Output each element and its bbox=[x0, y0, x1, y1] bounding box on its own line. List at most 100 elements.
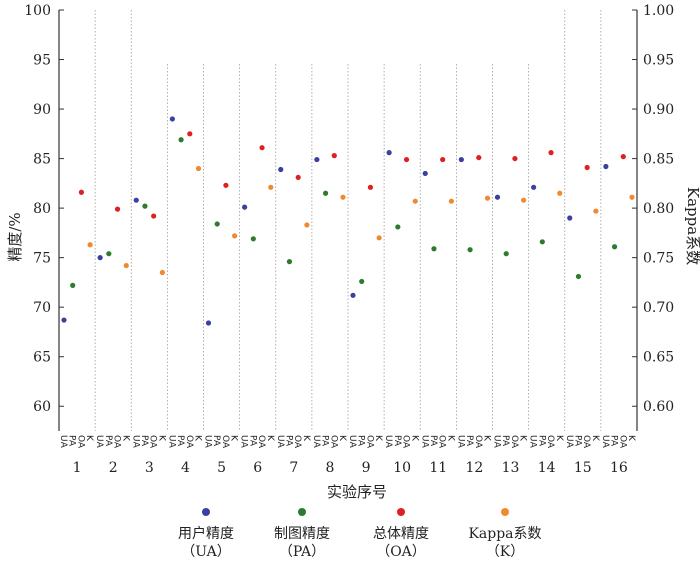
data-point bbox=[322, 190, 329, 196]
sub-label: K bbox=[265, 435, 275, 442]
data-point bbox=[431, 246, 437, 252]
data-point bbox=[331, 153, 337, 159]
legend-label: 总体精度 bbox=[373, 526, 429, 542]
sub-label: K bbox=[301, 435, 311, 442]
data-point bbox=[494, 194, 501, 200]
sub-label: UA bbox=[311, 435, 321, 449]
sub-label: PA bbox=[428, 435, 438, 447]
sub-label: PA bbox=[139, 435, 149, 447]
sub-label: PA bbox=[320, 435, 330, 447]
data-point bbox=[403, 156, 410, 163]
category-labels: 1UAPAOAK2UAPAOAK3UAPAOAK4UAPAOAK5UAPAOAK… bbox=[58, 435, 636, 476]
data-point bbox=[575, 273, 582, 280]
y2-tick-label: 0.85 bbox=[643, 152, 674, 168]
sub-label: UA bbox=[383, 435, 393, 449]
category-label: 11 bbox=[429, 460, 447, 476]
sub-label: OA bbox=[401, 435, 411, 449]
y-tick-label: 90 bbox=[33, 102, 51, 118]
data-point bbox=[70, 282, 76, 288]
data-point bbox=[123, 262, 129, 269]
y-tick-label: 65 bbox=[33, 350, 51, 366]
tick-labels: 60 65 70 75 80 85 90 95 100 0.60 0.65 0.70 0.75 0.80 0… bbox=[24, 3, 674, 415]
data-point bbox=[603, 163, 609, 170]
data-point bbox=[223, 182, 229, 188]
sub-label: OA bbox=[617, 435, 627, 449]
data-point bbox=[476, 154, 482, 161]
sub-label: PA bbox=[356, 435, 366, 447]
data-point bbox=[629, 194, 635, 200]
y2-tick-label: 0.60 bbox=[643, 399, 674, 415]
data-point bbox=[195, 165, 202, 172]
sub-label: K bbox=[445, 435, 455, 442]
category-label: 9 bbox=[362, 460, 371, 476]
sub-label: UA bbox=[600, 435, 610, 449]
data-point bbox=[178, 137, 184, 143]
data-point bbox=[521, 197, 527, 203]
data-point bbox=[232, 233, 238, 239]
legend-label-sub: （PA） bbox=[279, 544, 325, 560]
y2-tick-label: 0.90 bbox=[643, 102, 674, 118]
data-point bbox=[133, 197, 139, 203]
y-tick-label: 70 bbox=[33, 300, 51, 316]
data-point bbox=[97, 255, 103, 261]
data-point bbox=[286, 259, 293, 265]
legend-label: Kappa系数 bbox=[468, 526, 541, 542]
data-point bbox=[376, 235, 382, 241]
sub-label: OA bbox=[328, 435, 338, 449]
category-label: 10 bbox=[393, 460, 411, 476]
data-point bbox=[620, 154, 626, 160]
sub-label: UA bbox=[347, 435, 357, 449]
data-point bbox=[151, 213, 157, 219]
data-point bbox=[106, 251, 112, 257]
data-point bbox=[242, 204, 248, 210]
data-point bbox=[458, 156, 464, 163]
y2-tick-label: 0.65 bbox=[643, 350, 674, 366]
sub-label: UA bbox=[528, 435, 538, 449]
data-point bbox=[359, 278, 365, 285]
data-point bbox=[557, 190, 563, 196]
sub-label: OA bbox=[75, 435, 85, 449]
sub-label: K bbox=[518, 435, 528, 442]
sub-label: K bbox=[120, 435, 130, 442]
sub-label: PA bbox=[464, 435, 474, 447]
sub-label: K bbox=[626, 435, 636, 442]
y2-tick-label: 0.70 bbox=[643, 300, 674, 316]
category-label: 7 bbox=[289, 460, 298, 476]
sub-label: PA bbox=[247, 435, 257, 447]
sub-label: OA bbox=[292, 435, 302, 449]
sub-label: OA bbox=[473, 435, 483, 449]
data-point bbox=[142, 203, 148, 209]
data-point bbox=[159, 269, 165, 276]
category-label: 16 bbox=[610, 460, 628, 476]
sub-label: K bbox=[156, 435, 166, 442]
sub-label: PA bbox=[67, 435, 77, 447]
data-point bbox=[214, 221, 220, 227]
data-point bbox=[278, 166, 284, 173]
sub-label: UA bbox=[130, 435, 140, 449]
y2-axis-title: Kappa系数 bbox=[684, 187, 700, 265]
sub-label: K bbox=[373, 435, 383, 442]
y-axis-title: 精度/% bbox=[6, 212, 24, 261]
legend-label-sub: （K） bbox=[486, 544, 524, 560]
y2-tick-label: 0.80 bbox=[643, 201, 674, 217]
data-point bbox=[412, 198, 418, 204]
sub-label: PA bbox=[175, 435, 185, 447]
sub-label: OA bbox=[148, 435, 158, 449]
sub-label: OA bbox=[220, 435, 230, 449]
sub-label: OA bbox=[184, 435, 194, 449]
legend-label-sub: （OA） bbox=[376, 544, 426, 560]
category-label: 12 bbox=[466, 460, 484, 476]
sub-label: PA bbox=[103, 435, 113, 447]
legend-marker bbox=[501, 508, 509, 516]
data-point bbox=[350, 292, 356, 298]
data-point bbox=[78, 189, 85, 195]
sub-label: UA bbox=[564, 435, 574, 449]
sub-label: K bbox=[554, 435, 564, 442]
legend: 用户精度 （UA） 制图精度 （PA） 总体精度 （OA） Kappa系数 （K） bbox=[178, 508, 542, 560]
data-point bbox=[567, 215, 573, 221]
data-points bbox=[61, 116, 635, 326]
data-point bbox=[187, 131, 193, 137]
data-point bbox=[467, 247, 473, 253]
data-point bbox=[340, 194, 346, 200]
